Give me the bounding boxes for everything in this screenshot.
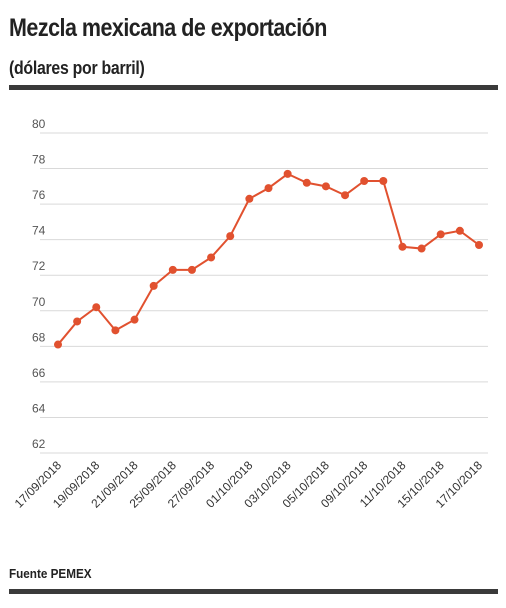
- data-point: [360, 177, 369, 185]
- y-tick-label: 72: [32, 259, 46, 273]
- x-axis-labels: 17/09/201819/09/201821/09/201825/09/2018…: [12, 458, 486, 511]
- data-point: [264, 184, 273, 193]
- y-tick-label: 80: [32, 117, 46, 131]
- data-point: [187, 265, 196, 274]
- grid-lines: [40, 132, 488, 454]
- data-points: [54, 169, 483, 349]
- y-tick-label: 68: [32, 330, 46, 344]
- data-point: [130, 315, 139, 324]
- data-point: [245, 194, 254, 203]
- data-point: [226, 232, 235, 241]
- data-point: [455, 226, 464, 235]
- y-tick-label: 74: [32, 224, 46, 238]
- y-tick-label: 62: [32, 437, 46, 451]
- bottom-divider: [9, 589, 498, 594]
- data-point: [54, 340, 62, 349]
- y-tick-label: 70: [32, 295, 46, 309]
- chart-title: Mezcla mexicana de exportación: [9, 14, 327, 42]
- source-note: Fuente PEMEX: [9, 566, 92, 581]
- chart-subtitle: (dólares por barril): [9, 58, 145, 78]
- data-point: [341, 191, 350, 200]
- y-tick-label: 78: [32, 153, 46, 167]
- data-point: [73, 317, 82, 326]
- data-point: [436, 230, 445, 239]
- data-point: [168, 265, 177, 274]
- data-point: [379, 177, 388, 185]
- data-point: [111, 326, 120, 335]
- data-point: [475, 241, 483, 249]
- data-point: [321, 182, 330, 191]
- data-point: [92, 303, 101, 312]
- y-tick-label: 66: [32, 366, 46, 380]
- data-point: [417, 244, 426, 253]
- data-point: [207, 253, 216, 262]
- y-tick-label: 76: [32, 188, 46, 202]
- top-divider: [9, 85, 498, 90]
- data-point: [398, 242, 407, 251]
- data-point: [149, 281, 158, 290]
- data-point: [302, 178, 311, 187]
- y-tick-label: 64: [32, 401, 46, 415]
- y-axis-labels: 62 64 66 68 70 72 74 76 78 80: [32, 117, 46, 451]
- series-line: [57, 172, 480, 346]
- data-point: [283, 169, 292, 178]
